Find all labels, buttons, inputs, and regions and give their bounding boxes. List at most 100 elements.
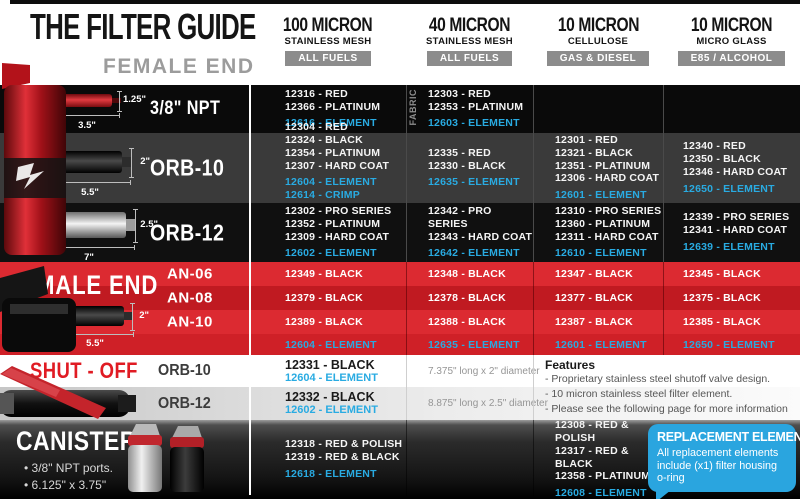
cell-10-micron-cellulose: 12308 - RED & POLISH 12317 - RED & BLACK… [533, 419, 663, 499]
divider-shutoff-1 [406, 355, 407, 420]
part-numbers: 12316 - RED 12366 - PLATINUM [285, 87, 381, 113]
divider-canister-1 [406, 420, 407, 496]
cell-100-micron: 12302 - PRO SERIES 12352 - PLATINUM 1230… [250, 203, 406, 262]
column-header-100-micron: 100 MICRON STAINLESS MESH ALL FUELS [250, 16, 406, 66]
element-numbers: 12642 - ELEMENT [428, 247, 520, 260]
dim-height-label: 2" [139, 310, 149, 321]
row-label: ORB-10 [158, 362, 211, 379]
divider-canister-2 [533, 420, 534, 496]
dimension-line-height [133, 209, 138, 243]
divider-female-2 [533, 85, 534, 262]
filter-photo-orb-12: 2.5" 7" [43, 209, 158, 263]
dimension-line-length [54, 113, 120, 118]
row-label: ORB-12 [158, 394, 211, 412]
row-male-elements: 12604 - ELEMENT 12635 - ELEMENT 12601 - … [0, 334, 800, 355]
element-10-micron-micro-glass: 12650 - ELEMENT [683, 338, 775, 351]
filter-body [53, 94, 121, 107]
size-note: 8.875" long x 2.5" diameter [428, 398, 548, 409]
part-numbers: 12342 - PRO SERIES 12343 - HARD COAT [428, 204, 533, 243]
cell-40-micron: 12378 - BLACK [428, 292, 506, 304]
dim-height-label: 1.25" [123, 94, 146, 105]
element-number: 12602 - ELEMENT [285, 404, 378, 416]
cell-40-micron: 12388 - BLACK [428, 316, 506, 328]
cell-100-micron: 12349 - BLACK [285, 268, 363, 280]
filter-body [43, 212, 135, 238]
divider-label-column [249, 85, 251, 495]
canister-bullets: • 3/8" NPT ports. • 6.125" x 3.75" [24, 461, 113, 492]
cell-10-micron-micro-glass [663, 85, 800, 133]
part-number: 12331 - BLACK [285, 357, 375, 372]
dimension-line-length [43, 245, 135, 250]
column-media: STAINLESS MESH [426, 36, 513, 47]
row-label: ORB-12 [150, 219, 225, 245]
cell-40-micron: 12342 - PRO SERIES 12343 - HARD COAT 126… [406, 203, 533, 262]
element-numbers: 12635 - ELEMENT [428, 176, 520, 189]
features-title: Features [545, 358, 596, 372]
cell-10-micron-micro-glass: 12385 - BLACK [683, 316, 761, 328]
element-numbers: 12650 - ELEMENT [683, 182, 775, 195]
element-100-micron: 12604 - ELEMENT [285, 338, 377, 351]
cell-10-micron-micro-glass: 12339 - PRO SERIES 12341 - HARD COAT 126… [663, 203, 800, 262]
cell-40-micron [406, 420, 533, 499]
cell-10-micron-cellulose: 12387 - BLACK [555, 316, 633, 328]
divider-female-1 [406, 85, 407, 262]
page-title: THE FILTER GUIDE [30, 6, 256, 47]
column-micron: 10 MICRON [690, 15, 773, 36]
filter-photo-male: 2" 5.5" [57, 303, 149, 349]
row-label: AN-10 [167, 313, 213, 331]
cell-10-micron-micro-glass: 12340 - RED 12350 - BLACK 12346 - HARD C… [663, 133, 800, 203]
column-micron: 100 MICRON [283, 15, 373, 36]
dimension-line-height [117, 91, 122, 112]
top-accent-bar [10, 0, 800, 4]
row-3-8-npt: 1.25" 3.5" 3/8" NPT 12316 - RED 12366 - … [0, 85, 800, 133]
part-numbers: 12301 - RED 12321 - BLACK 12351 - PLATIN… [555, 134, 660, 185]
cell-10-micron-cellulose: 12310 - PRO SERIES 12360 - PLATINUM 1231… [533, 203, 663, 262]
callout-tail [656, 489, 671, 499]
divider-male-1 [406, 262, 407, 355]
column-micron: 40 MICRON [428, 15, 511, 36]
cell-100-micron: 12318 - RED & POLISH 12319 - RED & BLACK… [250, 420, 406, 499]
section-label-shut-off: SHUT - OFF [30, 358, 138, 383]
row-orb-10: 2" 5.5" ORB-10 12304 - RED 12324 - BLACK… [0, 121, 800, 214]
element-number: 12604 - ELEMENT [285, 371, 378, 384]
row-label: AN-08 [167, 289, 213, 307]
cell-10-micron-cellulose [533, 85, 663, 133]
element-numbers: 12603 - ELEMENT [428, 117, 520, 130]
row-label: AN-06 [167, 265, 213, 283]
row-canister: 12318 - RED & POLISH 12319 - RED & BLACK… [0, 419, 800, 499]
element-40-micron: 12635 - ELEMENT [428, 338, 520, 351]
element-numbers: 12639 - ELEMENT [683, 240, 775, 253]
callout-title: REPLACEMENT ELEMENTS [657, 430, 800, 444]
features-block: Features - Proprietary stainless steel s… [545, 358, 797, 417]
part-numbers: 12339 - PRO SERIES 12341 - HARD COAT [683, 211, 790, 237]
callout-body: All replacement elements include (x1) fi… [657, 447, 779, 484]
column-media: MICRO GLASS [696, 36, 767, 47]
section-label-female-end: FEMALE END [103, 55, 255, 78]
cell-100-micron: 12304 - RED 12324 - BLACK 12354 - PLATIN… [250, 121, 406, 214]
section-label-male-end: MALE END [36, 270, 159, 300]
divider-shutoff-2 [533, 355, 534, 420]
cell-10-micron-micro-glass: 12345 - BLACK [683, 268, 761, 280]
row-label-zone: 1.25" 3.5" 3/8" NPT [0, 85, 250, 133]
column-micron: 10 MICRON [557, 15, 639, 36]
element-numbers: 12601 - ELEMENT [555, 189, 647, 202]
column-header-10-micron-cellulose: 10 MICRON CELLULOSE GAS & DIESEL [533, 16, 663, 66]
element-numbers: 12610 - ELEMENT [555, 247, 647, 260]
filter-photo-orb-10: 2" 5.5" [49, 148, 150, 198]
cell-40-micron: FABRIC 12303 - RED 12353 - PLATINUM 1260… [406, 85, 533, 133]
part-numbers: 12318 - RED & POLISH 12319 - RED & BLACK [285, 438, 403, 464]
cell-part: 12331 - BLACK 12604 - ELEMENT [250, 355, 406, 387]
column-media: CELLULOSE [567, 36, 629, 47]
cell-40-micron: 12335 - RED 12330 - BLACK 12635 - ELEMEN… [406, 133, 533, 203]
fuel-badge: ALL FUELS [426, 51, 513, 66]
column-header-40-micron: 40 MICRON STAINLESS MESH ALL FUELS [406, 16, 533, 66]
dim-length-label: 3.5" [78, 120, 96, 131]
dim-length-label: 7" [84, 252, 94, 263]
part-numbers: 12310 - PRO SERIES 12360 - PLATINUM 1231… [555, 204, 662, 243]
column-media: STAINLESS MESH [284, 36, 372, 47]
cell-100-micron: 12316 - RED 12366 - PLATINUM 12616 - ELE… [250, 85, 406, 133]
row-orb-12: 2.5" 7" ORB-12 12302 - PRO SERIES 12352 … [0, 203, 800, 263]
part-numbers: 12340 - RED 12350 - BLACK 12346 - HARD C… [683, 140, 788, 178]
dimension-line-length [58, 332, 134, 337]
